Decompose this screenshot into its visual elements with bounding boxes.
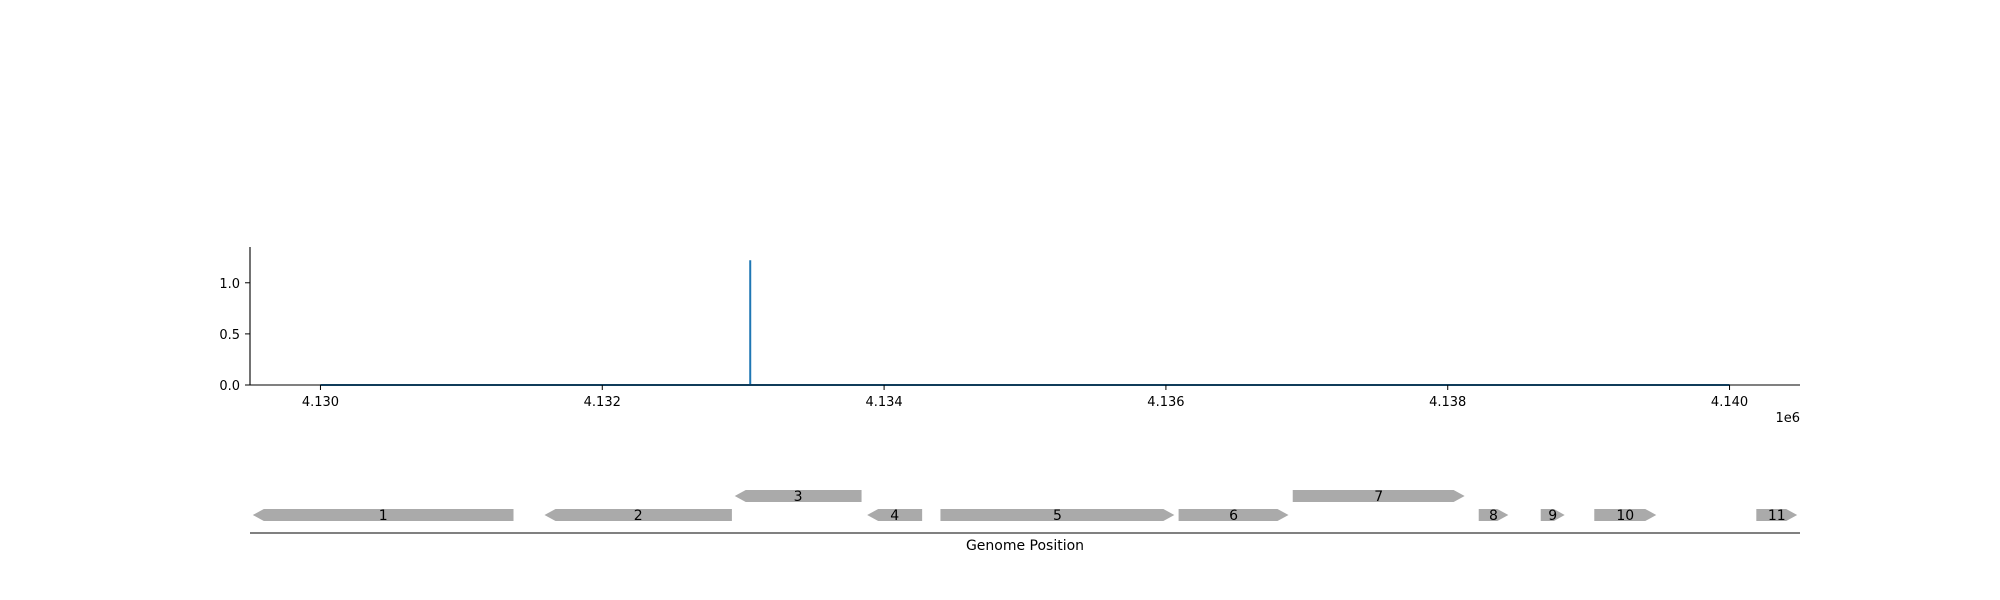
gene-feature-1 (252, 509, 514, 521)
x-tick-label: 4.136 (1147, 395, 1184, 410)
x-tick-label: 4.132 (584, 395, 621, 410)
signal-line-0 (320, 260, 1730, 386)
gene-feature-label: 10 (1616, 508, 1634, 524)
signal-y-ticks: 0.0 0.5 1.0 (219, 277, 250, 394)
x-tick-label: 4.134 (865, 395, 902, 410)
gene-feature-6 (1178, 509, 1289, 521)
gene-feature-11 (1756, 509, 1798, 521)
gene-feature-8 (1478, 509, 1509, 521)
gene-feature-9 (1540, 509, 1565, 521)
gene-feature-3 (734, 490, 862, 502)
gene-feature-label: 5 (1053, 508, 1062, 524)
gene-feature-7 (1292, 490, 1465, 502)
gene-feature-label: 3 (794, 489, 803, 505)
signal-series (320, 260, 1730, 386)
gene-feature-10 (1594, 509, 1657, 521)
gene-feature-label: 8 (1489, 508, 1498, 524)
gene-feature-label: 1 (379, 508, 388, 524)
gene-feature-label: 2 (634, 508, 643, 524)
gene-feature-5 (940, 509, 1175, 521)
gene-feature-label: 11 (1768, 508, 1786, 524)
y-tick-label: 0.5 (219, 328, 240, 343)
x-axis-offset-label: 1e6 (1775, 411, 1800, 426)
gene-feature-label: 9 (1548, 508, 1557, 524)
gene-feature-label: 6 (1229, 508, 1238, 524)
gene-feature-4 (867, 509, 923, 521)
x-tick-label: 4.130 (302, 395, 339, 410)
gene-track: 1 2 3 4 5 6 7 8 9 10 11 Genome Position (250, 489, 1800, 554)
signal-x-ticks: 4.130 4.132 4.134 4.136 4.138 4.140 (302, 385, 1748, 410)
x-tick-label: 4.140 (1711, 395, 1748, 410)
gene-features: 1 2 3 4 5 6 7 8 9 10 11 (252, 489, 1798, 524)
x-tick-label: 4.138 (1429, 395, 1466, 410)
gene-feature-label: 7 (1374, 489, 1383, 505)
gene-feature-label: 4 (890, 508, 899, 524)
gene-track-x-axis-label: Genome Position (966, 538, 1084, 554)
y-tick-label: 0.0 (219, 379, 240, 394)
signal-plot: 4.130 4.132 4.134 4.136 4.138 4.140 0.0 0.5 1.0… (219, 247, 1800, 426)
gene-feature-2 (544, 509, 732, 521)
y-tick-label: 1.0 (219, 277, 240, 292)
